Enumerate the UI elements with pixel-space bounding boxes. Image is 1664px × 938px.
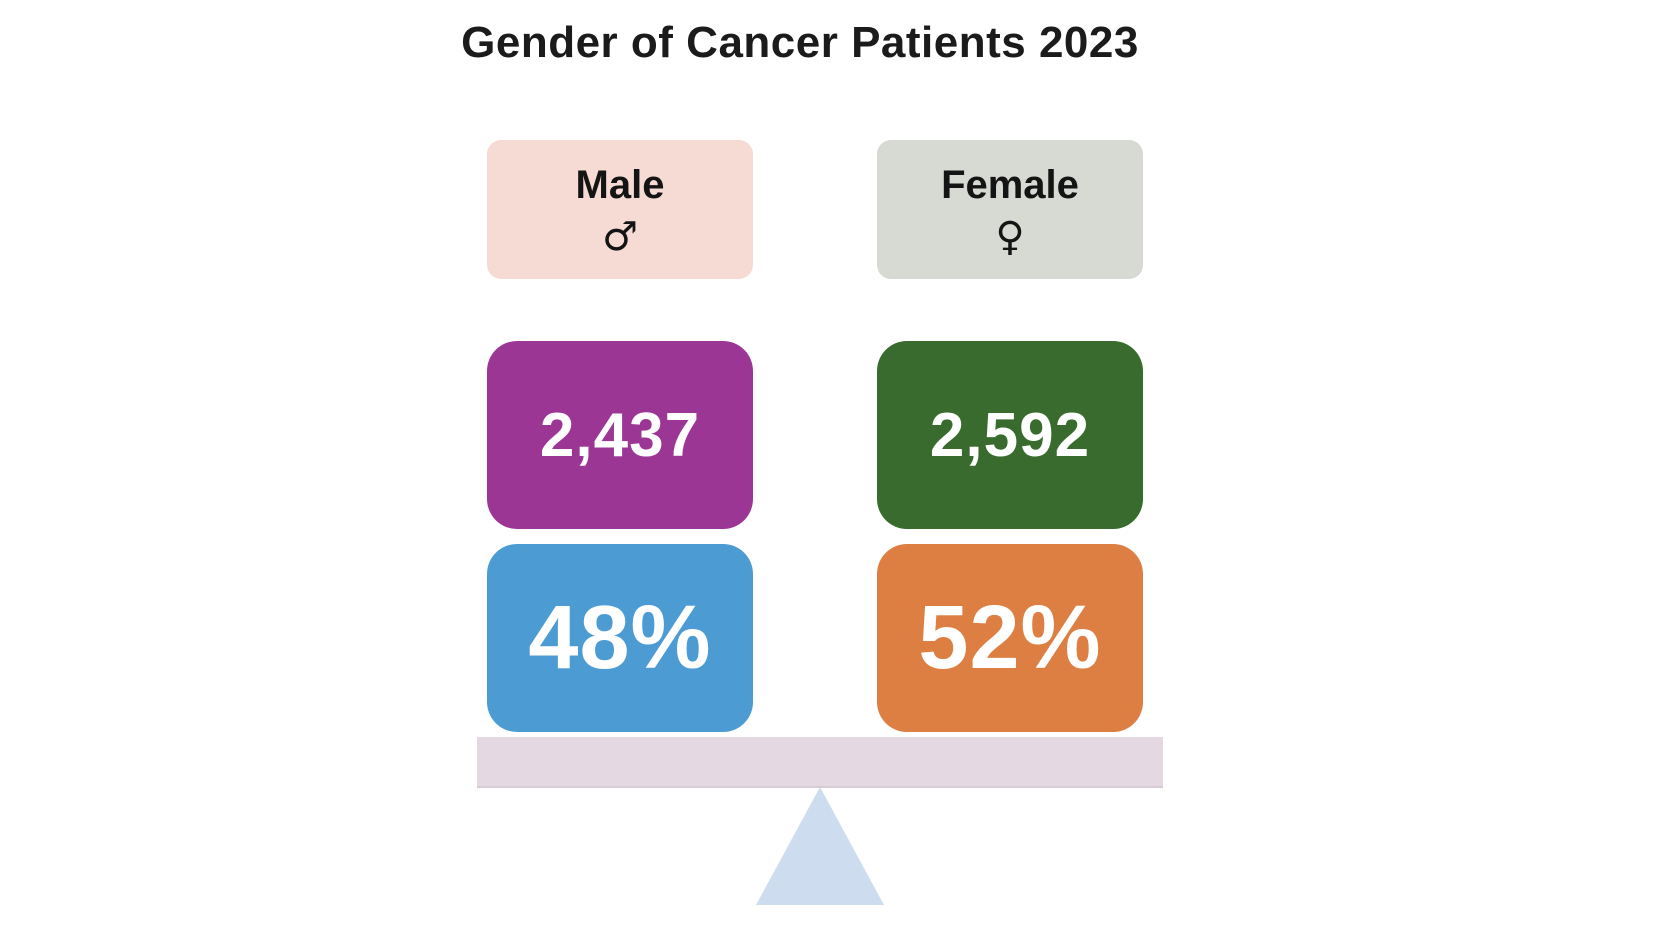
female-count-value: 2,592 <box>929 400 1091 470</box>
male-gender-icon: ♂ <box>602 213 638 260</box>
male-percent-value: 48% <box>528 587 712 688</box>
female-percent-value: 52% <box>918 587 1102 688</box>
male-count-card: 2,437 <box>487 341 753 529</box>
female-percent-card: 52% <box>877 544 1143 732</box>
female-label: Female <box>941 162 1079 207</box>
female-count-card: 2,592 <box>877 341 1143 529</box>
balance-fulcrum-triangle <box>756 787 884 905</box>
male-count-value: 2,437 <box>539 400 701 470</box>
male-percent-card: 48% <box>487 544 753 732</box>
male-label: Male <box>575 162 665 207</box>
male-header-card: Male ♂ <box>487 140 753 279</box>
chart-title: Gender of Cancer Patients 2023 <box>461 18 1139 67</box>
balance-beam <box>477 737 1163 788</box>
female-gender-icon: ♀ <box>995 213 1025 260</box>
female-header-card: Female ♀ <box>877 140 1143 279</box>
